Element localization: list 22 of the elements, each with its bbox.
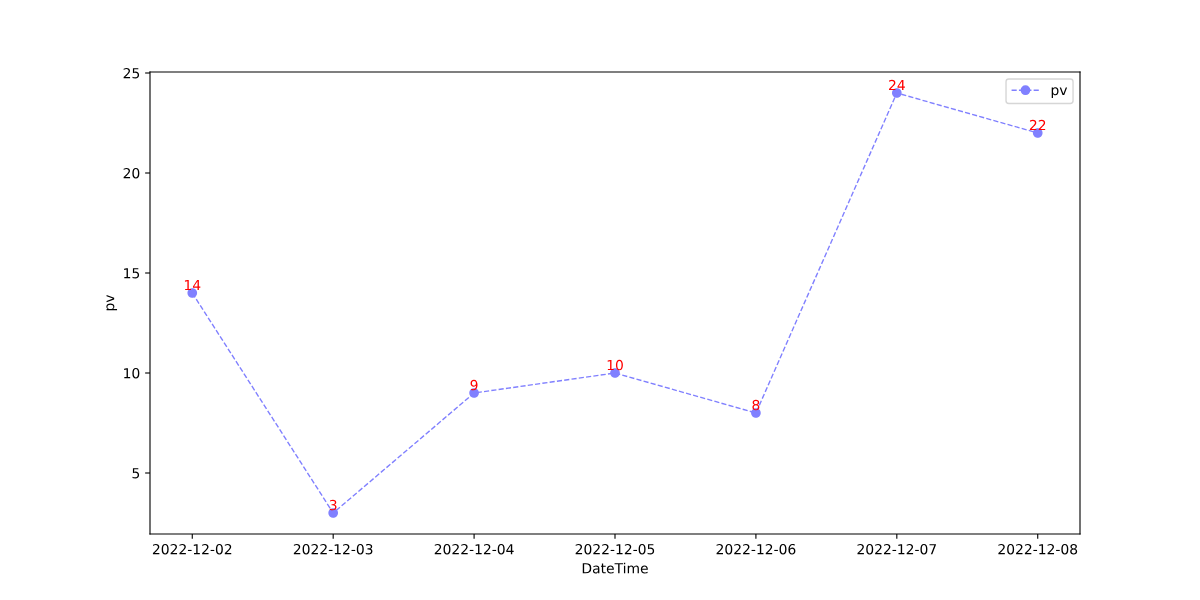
data-label: 10: [607, 359, 623, 371]
data-label: 14: [184, 279, 201, 291]
x-tick-label: 2022-12-08: [998, 543, 1078, 555]
data-label: 8: [752, 399, 760, 411]
y-tick-label: 25: [123, 67, 140, 79]
x-tick-label: 2022-12-02: [152, 543, 232, 555]
data-label: 9: [470, 379, 478, 391]
data-label: 3: [329, 499, 337, 511]
x-tick-label: 2022-12-06: [716, 543, 796, 555]
x-tick-label: 2022-12-03: [293, 543, 373, 555]
x-axis-title: DateTime: [582, 562, 648, 574]
y-tick-label: 10: [124, 367, 140, 379]
data-label: 24: [889, 79, 905, 91]
y-tick-label: 5: [132, 468, 140, 479]
y-tick-label: 20: [123, 167, 140, 179]
x-tick-label: 2022-12-04: [434, 543, 514, 555]
x-tick-label: 2022-12-07: [857, 543, 936, 555]
legend-label: pv: [1051, 87, 1068, 98]
x-tick-label: 2022-12-05: [575, 543, 655, 555]
data-label: 22: [1029, 119, 1046, 131]
y-axis-title: pv: [106, 294, 118, 311]
y-tick-label: 15: [124, 268, 140, 279]
